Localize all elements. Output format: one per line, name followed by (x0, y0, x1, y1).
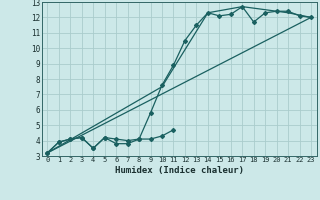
X-axis label: Humidex (Indice chaleur): Humidex (Indice chaleur) (115, 166, 244, 175)
